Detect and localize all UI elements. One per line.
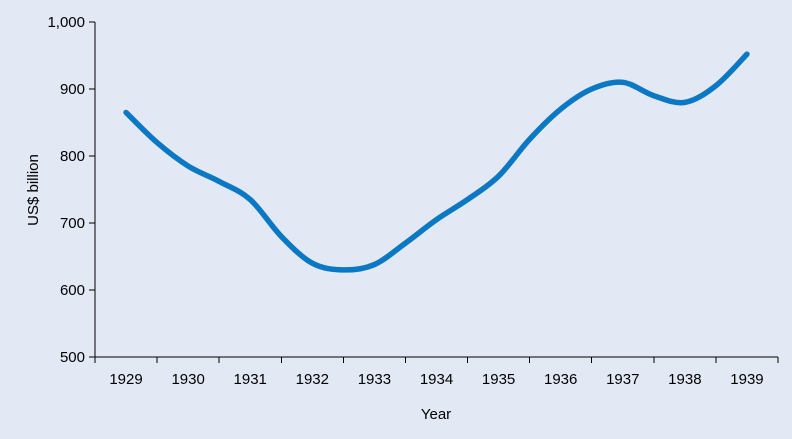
y-tick-label: 900: [60, 81, 85, 98]
y-tick-label: 500: [60, 349, 85, 366]
y-axis: 500 600 700 800 900 1,000: [47, 14, 96, 366]
series-line: [123, 51, 750, 273]
x-tick-label: 1932: [296, 371, 329, 388]
x-axis: 1929 1930 1931 1932 1933 1934 1935 1936 1937 1938…: [94, 356, 779, 388]
x-tick-label: 1929: [109, 371, 142, 388]
y-tick-label: 800: [60, 148, 85, 165]
x-tick-label: 1934: [420, 371, 453, 388]
x-tick-label: 1936: [544, 371, 577, 388]
x-tick-label: 1930: [171, 371, 204, 388]
y-axis-title: US$ billion: [25, 154, 42, 226]
x-tick-label: 1937: [606, 371, 639, 388]
x-tick-label: 1939: [730, 371, 763, 388]
y-tick-label: 600: [60, 282, 85, 299]
x-tick-label: 1933: [358, 371, 391, 388]
series-group: [123, 51, 750, 273]
y-tick-label: 1,000: [47, 14, 85, 31]
x-tick-label: 1938: [668, 371, 701, 388]
y-tick-label: 700: [60, 215, 85, 232]
x-tick-label: 1931: [234, 371, 267, 388]
x-axis-title: Year: [421, 406, 451, 423]
x-tick-label: 1935: [482, 371, 515, 388]
